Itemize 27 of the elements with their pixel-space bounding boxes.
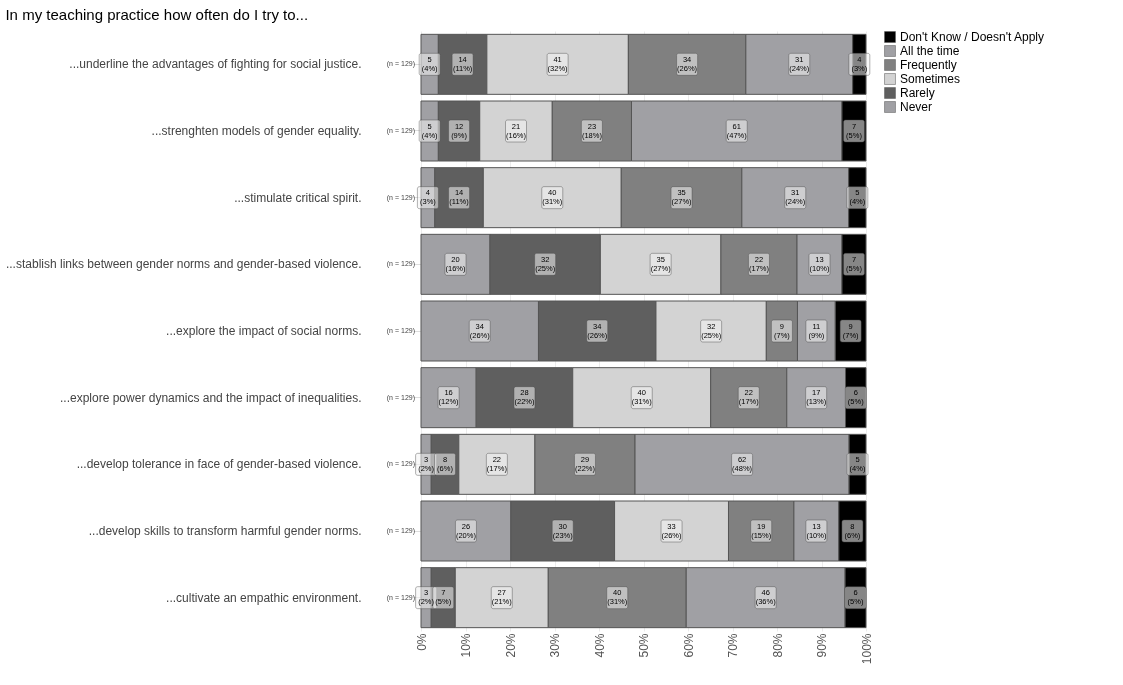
legend-label: Don't Know / Doesn't Apply: [900, 30, 1044, 44]
y-tick-label: ...stablish links between gender norms and gender-based violence.: [5, 257, 362, 272]
x-tick-label: 80%: [770, 633, 785, 658]
x-tick-label: 20%: [503, 633, 518, 658]
legend-label: Rarely: [900, 86, 935, 100]
y-tick-label: ...develop skills to transform harmful gender norms.: [88, 524, 362, 538]
x-tick-label: 0%: [414, 633, 429, 651]
legend-label: Never: [900, 100, 933, 114]
y-tick-label: ...explore the impact of social norms.: [166, 324, 362, 338]
legend-label: Frequently: [900, 58, 957, 72]
x-tick-label: 70%: [726, 633, 740, 658]
x-tick-label: 10%: [459, 633, 473, 658]
y-tick-label: ...cultivate an empathic environment.: [166, 590, 362, 605]
y-tick-label: ...strenghten models of gender equality.: [151, 124, 362, 138]
y-tick-label: ...stimulate critical spirit.: [234, 190, 362, 205]
x-tick-label: 40%: [592, 633, 607, 658]
x-tick-label: 100%: [859, 633, 874, 665]
y-tick-label: ...underline the advantages of fighting for social justice.: [69, 57, 362, 72]
x-tick-label: 30%: [548, 633, 562, 658]
x-tick-label: 60%: [681, 633, 696, 658]
x-tick-label: 50%: [637, 633, 651, 658]
legend-label: Sometimes: [900, 72, 961, 86]
y-tick-label: ...develop tolerance in face of gender-based violence.: [76, 457, 362, 472]
legend-label: All the time: [900, 44, 960, 58]
text: In my teaching practice how often do I try to...: [5, 6, 309, 23]
y-tick-label: ...explore power dynamics and the impact of inequalities.: [60, 390, 362, 405]
x-tick-label: 90%: [815, 633, 829, 658]
